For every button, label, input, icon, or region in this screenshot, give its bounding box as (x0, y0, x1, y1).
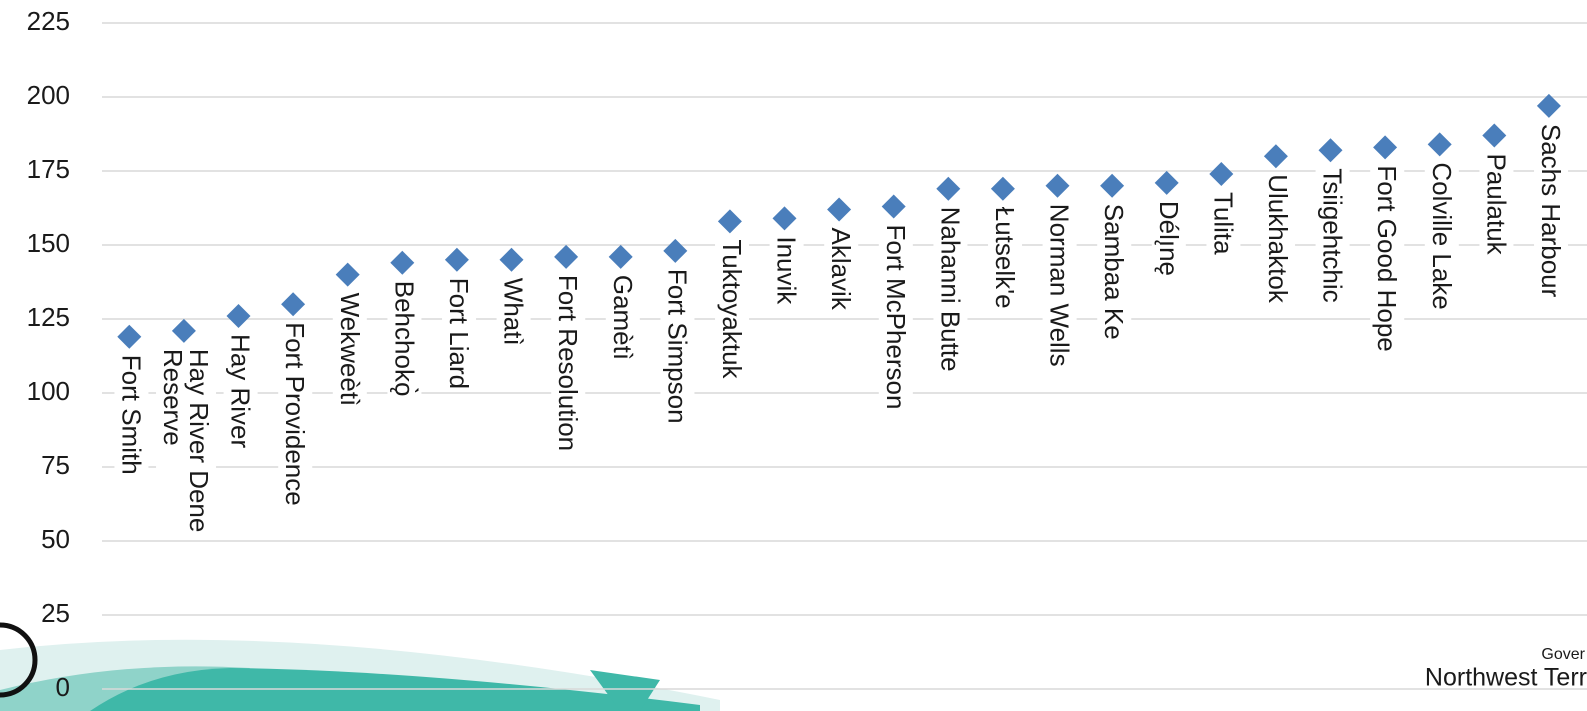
x-tick-label: Fort Liard (444, 278, 474, 389)
data-point (1154, 170, 1179, 195)
x-tick-label: Łutselk'e (990, 207, 1020, 309)
label-background (605, 272, 640, 363)
x-tick-label: Tuktoyaktuk (717, 239, 747, 379)
data-point (1536, 93, 1561, 118)
label-background (878, 222, 913, 412)
data-point (226, 304, 251, 329)
label-background (1042, 201, 1077, 369)
data-point (117, 324, 142, 349)
marks (117, 93, 1561, 349)
x-tick-label: Fort Good Hope (1372, 165, 1402, 351)
label-background (278, 320, 313, 508)
x-tick-label: Tulita (1208, 192, 1238, 255)
label-background (988, 204, 1023, 311)
data-point (335, 262, 360, 287)
x-tick-label: Aklavik (826, 227, 856, 310)
x-tick-label: Sambaa Ke (1099, 204, 1129, 340)
x-tick-label: Fort Resolution (553, 275, 583, 451)
label-background (933, 204, 968, 374)
data-point (281, 292, 306, 317)
label-background (1424, 160, 1459, 312)
x-tick-label: Behchokǫ̀ (389, 281, 419, 397)
data-point (171, 318, 196, 343)
data-point (717, 209, 742, 234)
label-background (442, 275, 477, 392)
data-point (608, 244, 633, 269)
data-point (881, 194, 906, 219)
y-tick-label: 0 (56, 672, 70, 702)
data-point (936, 176, 961, 201)
x-tick-label: Inuvik (772, 236, 802, 305)
label-background (1479, 151, 1514, 258)
y-tick-label: 25 (41, 598, 70, 628)
label-background (1534, 121, 1569, 300)
label-background (824, 225, 859, 313)
label-background (156, 346, 217, 535)
x-tick-label: Hay River (226, 334, 256, 448)
data-point (444, 247, 469, 272)
data-point (554, 244, 579, 269)
x-tick-label: Paulatuk (1481, 153, 1511, 255)
x-tick-label: Fort Simpson (662, 269, 692, 424)
y-tick-label: 225 (27, 6, 70, 36)
data-point (1427, 132, 1452, 157)
footer-line1: Gover (1541, 646, 1585, 663)
grid: 0 25 50 75 100 125 150 175 200 225 (27, 6, 1587, 702)
data-point (1373, 135, 1398, 160)
y-tick-label: 150 (27, 228, 70, 258)
category-labels: Fort Smith Hay River DeneReserve Hay River… (114, 121, 1569, 535)
x-tick-label: Colville Lake (1427, 162, 1457, 309)
x-tick-label: Whatì (499, 278, 529, 346)
label-background (1370, 163, 1405, 354)
data-point (1100, 173, 1125, 198)
label-background (332, 290, 367, 409)
data-point (1482, 123, 1507, 148)
label-background (1097, 201, 1132, 342)
label-background (1151, 198, 1186, 278)
x-tick-label: Nahanni Butte (935, 207, 965, 372)
x-tick-label: Gamètì (608, 275, 638, 360)
x-tick-label: Fort McPherson (881, 225, 911, 410)
y-tick-label: 175 (27, 154, 70, 184)
data-point (827, 197, 852, 222)
data-point (990, 176, 1015, 201)
footer-line2: Northwest Terr (1425, 664, 1587, 692)
data-point (499, 247, 524, 272)
label-background (660, 266, 695, 426)
y-tick-label: 50 (41, 524, 70, 554)
label-background (551, 272, 586, 454)
x-tick-label: Norman Wells (1045, 204, 1075, 367)
label-background (387, 278, 422, 399)
y-tick-label: 100 (27, 376, 70, 406)
y-tick-label: 125 (27, 302, 70, 332)
x-tick-label: Hay River DeneReserve (158, 349, 214, 533)
label-background (114, 352, 149, 477)
x-tick-label: Sachs Harbour (1536, 124, 1566, 298)
x-tick-label: Ulukhaktok (1263, 174, 1293, 304)
label-background (769, 234, 804, 308)
data-point (1318, 138, 1343, 163)
decoration (0, 622, 720, 711)
label-background (496, 275, 531, 348)
y-tick-label: 200 (27, 80, 70, 110)
data-point (772, 206, 797, 231)
x-tick-label: Délı̨nę (1154, 201, 1184, 276)
data-point (1263, 144, 1288, 169)
label-background (223, 332, 258, 451)
data-point (390, 250, 415, 275)
label-background (715, 237, 750, 382)
x-tick-label: Fort Providence (280, 322, 310, 506)
label-background (1261, 172, 1296, 306)
x-tick-label: Tsiigehtchic (1318, 168, 1348, 302)
y-tick-label: 75 (41, 450, 70, 480)
data-point (1045, 173, 1070, 198)
x-tick-label: Fort Smith (116, 355, 146, 475)
x-tick-label: Wekweètì (335, 293, 365, 407)
data-point (1209, 161, 1234, 186)
label-background (1315, 166, 1350, 305)
label-background (1206, 189, 1241, 258)
data-point (663, 238, 688, 263)
